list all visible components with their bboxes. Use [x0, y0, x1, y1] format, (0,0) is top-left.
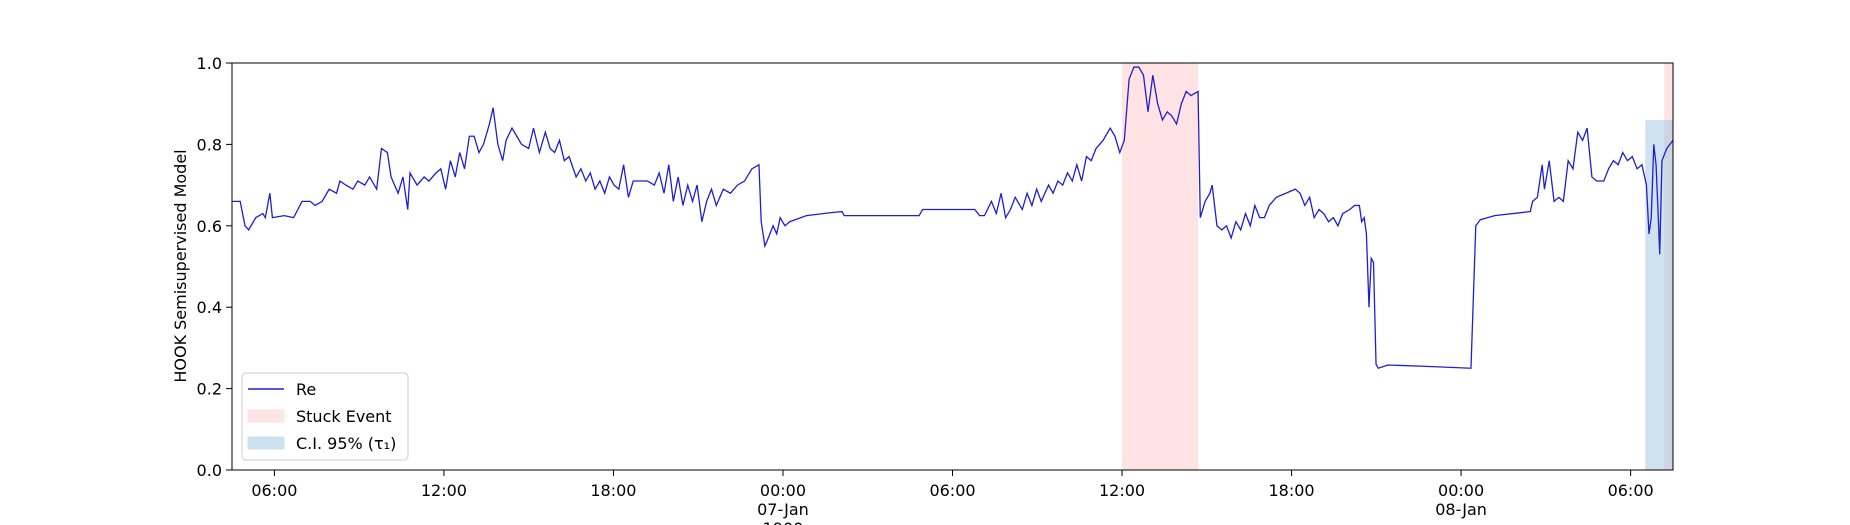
plot-frame [231, 62, 1674, 471]
span-region [1645, 119, 1673, 470]
y-tick-label: 1.0 [197, 54, 222, 73]
x-tick-label: 18:00 [1269, 481, 1315, 500]
legend-label: Re [296, 380, 316, 399]
legend-patch [247, 436, 285, 450]
y-tick-label: 0.0 [197, 461, 222, 480]
y-tick-label: 0.6 [197, 217, 222, 236]
data-line [232, 66, 1673, 370]
x-tick-label: 18:00 [590, 481, 636, 500]
x-tick-label: 12:00 [421, 481, 467, 500]
x-tick-label: 06:00 [1608, 481, 1654, 500]
y-axis-label: HOOK Semisupervised Model [171, 149, 190, 382]
legend-label: Stuck Event [296, 407, 392, 426]
y-tick-label: 0.8 [197, 135, 222, 154]
legend-label: C.I. 95% (τ₁) [296, 434, 396, 453]
legend-patch [247, 409, 285, 423]
x-tick-label: 06:00 [251, 481, 297, 500]
x-tick-label: 00:00 08-Jan [1435, 481, 1487, 519]
x-tick-label: 06:00 [929, 481, 975, 500]
x-tick-label: 12:00 [1099, 481, 1145, 500]
y-tick-label: 0.4 [197, 298, 222, 317]
y-tick-label: 0.2 [197, 380, 222, 399]
span-region [1122, 63, 1199, 470]
